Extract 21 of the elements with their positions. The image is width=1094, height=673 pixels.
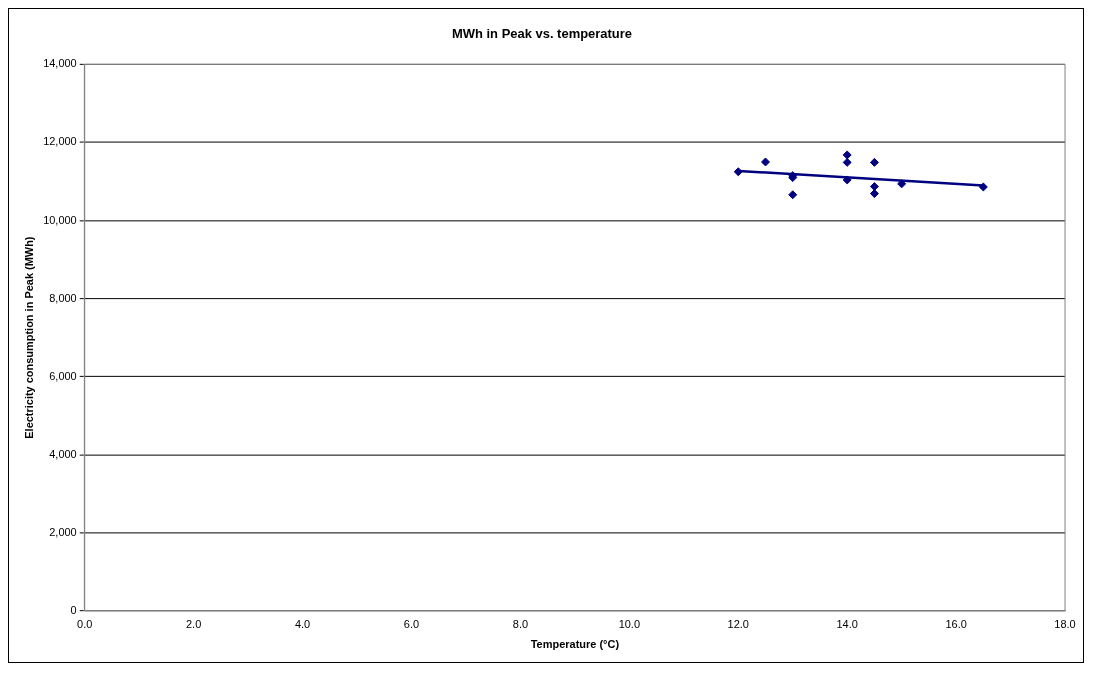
x-tick-label: 2.0 bbox=[186, 618, 202, 631]
x-tick-label: 16.0 bbox=[945, 618, 967, 631]
x-tick-label: 6.0 bbox=[403, 618, 420, 631]
chart-title: MWh in Peak vs. temperature bbox=[451, 26, 633, 42]
y-tick-label: 10,000 bbox=[43, 213, 77, 226]
x-tick-label: 4.0 bbox=[294, 618, 311, 631]
x-tick-label: 10.0 bbox=[618, 618, 641, 631]
y-tick-label: 6,000 bbox=[49, 369, 77, 382]
y-tick-label: 2,000 bbox=[49, 525, 77, 538]
x-axis-title: Temperature (°C) bbox=[530, 638, 620, 651]
y-tick-label: 0 bbox=[70, 603, 77, 616]
y-tick-label: 12,000 bbox=[43, 135, 77, 148]
x-tick-label: 0.0 bbox=[77, 618, 93, 631]
x-tick-label: 12.0 bbox=[727, 618, 749, 631]
y-axis-title: Electricity consumption in Peak (MWh) bbox=[22, 236, 35, 439]
x-tick-label: 18.0 bbox=[1054, 618, 1076, 631]
x-tick-label: 8.0 bbox=[512, 618, 529, 631]
y-tick-label: 8,000 bbox=[49, 291, 77, 304]
x-tick-label: 14.0 bbox=[836, 618, 858, 631]
y-tick-label: 14,000 bbox=[43, 57, 77, 70]
y-tick-label: 4,000 bbox=[49, 447, 77, 460]
